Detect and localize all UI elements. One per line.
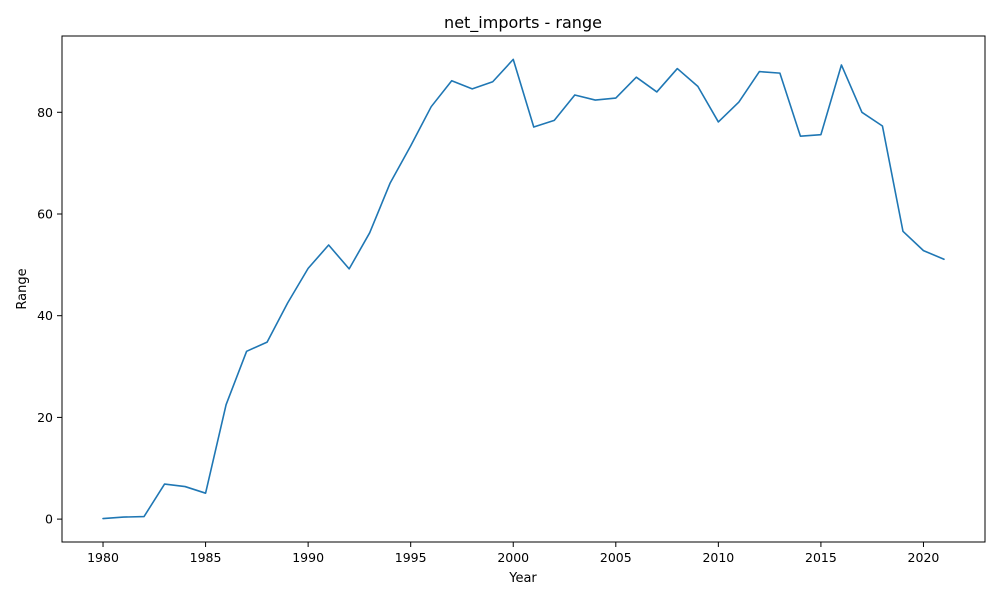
plot-area [61, 35, 986, 543]
series-layer [102, 58, 945, 520]
x-tick-label: 2005 [600, 550, 632, 565]
x-tick-label: 1985 [190, 550, 222, 565]
x-tick-label: 2010 [702, 550, 734, 565]
y-tick-label: 0 [45, 512, 53, 527]
x-tick-label: 1995 [395, 550, 427, 565]
x-tick-label: 1980 [87, 550, 119, 565]
y-axis-label: Range [15, 268, 30, 309]
x-tick-label: 2000 [497, 550, 529, 565]
x-tick-label: 2020 [908, 550, 940, 565]
y-tick-label: 60 [37, 206, 53, 221]
y-tick-label: 20 [37, 410, 53, 425]
x-tick-label: 2015 [805, 550, 837, 565]
y-axis: 0 20 40 60 80 [37, 105, 62, 527]
y-tick-label: 80 [37, 105, 53, 120]
series-line-0 [102, 58, 945, 520]
chart-title: net_imports - range [444, 13, 602, 33]
y-tick-label: 40 [37, 308, 53, 323]
x-tick-label: 1990 [292, 550, 324, 565]
x-axis: 1980 1985 1990 1995 2000 2005 2010 2015 2020 [87, 542, 939, 565]
x-axis-label: Year [508, 571, 537, 586]
